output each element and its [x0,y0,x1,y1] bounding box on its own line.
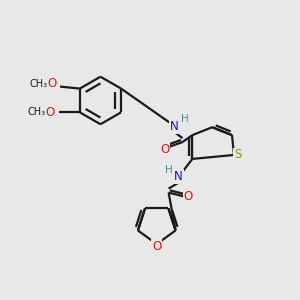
Text: CH₃: CH₃ [27,107,45,117]
Text: H: H [165,165,172,175]
Text: O: O [160,142,169,155]
Text: S: S [234,148,242,161]
Text: H: H [181,114,188,124]
Text: N: N [170,120,179,133]
Text: O: O [47,77,57,90]
Text: CH₃: CH₃ [29,79,47,88]
Text: N: N [174,170,183,183]
Text: O: O [46,106,55,119]
Text: O: O [152,240,161,253]
Text: O: O [184,190,193,203]
